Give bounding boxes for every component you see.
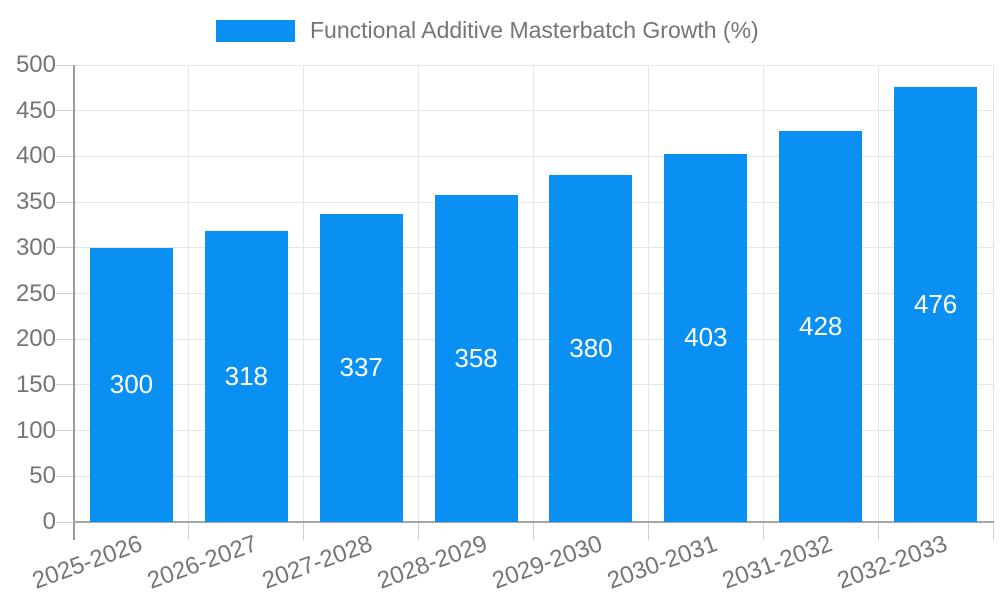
chart-legend[interactable]: Functional Additive Masterbatch Growth (… <box>216 17 759 44</box>
y-axis-tick-label: 500 <box>15 51 56 78</box>
bar-value-label: 403 <box>684 322 728 353</box>
gridline-vertical <box>647 65 649 522</box>
gridline-vertical <box>533 65 534 522</box>
gridline-vertical <box>303 65 305 522</box>
x-axis-tick <box>992 522 994 540</box>
bar-value-label: 300 <box>109 369 154 400</box>
gridline-vertical <box>992 65 994 522</box>
x-axis-tick <box>647 522 649 540</box>
x-axis-tick <box>418 522 420 540</box>
bar[interactable]: 380 <box>549 174 633 522</box>
gridline-vertical <box>762 65 764 522</box>
bar[interactable]: 358 <box>434 194 518 522</box>
bar[interactable]: 428 <box>779 130 863 522</box>
legend-swatch-icon <box>216 19 295 42</box>
x-axis-tick <box>533 522 534 540</box>
bar[interactable]: 318 <box>204 231 288 522</box>
y-axis-tick <box>56 521 73 523</box>
y-axis-tick <box>56 293 73 294</box>
bar[interactable]: 476 <box>894 86 978 522</box>
y-axis-tick-label: 100 <box>15 416 56 444</box>
bar-value-label: 380 <box>569 332 613 363</box>
bar-value-label: 476 <box>913 288 958 319</box>
y-axis-tick <box>56 64 73 66</box>
gridline-vertical <box>418 65 420 522</box>
bar-value-label: 337 <box>339 352 383 383</box>
gridline-vertical <box>188 65 190 522</box>
x-axis-tick <box>762 522 764 540</box>
y-axis-tick <box>56 110 73 112</box>
y-axis-tick <box>56 430 73 432</box>
bar[interactable]: 300 <box>89 247 173 522</box>
legend-label: Functional Additive Masterbatch Growth (… <box>310 17 759 43</box>
bar[interactable]: 337 <box>319 213 403 522</box>
y-axis-tick-label: 450 <box>15 96 56 124</box>
x-axis-line <box>73 521 994 523</box>
y-axis-tick <box>56 338 73 340</box>
bar[interactable]: 403 <box>664 153 748 522</box>
y-axis-tick-label: 300 <box>15 233 56 261</box>
plot-area: 300 318 337 358 380 403 428 476 <box>56 64 994 540</box>
gridline-vertical <box>877 65 879 522</box>
y-axis-tick <box>56 475 73 477</box>
y-axis-tick-label: 200 <box>15 325 56 353</box>
x-axis-tick <box>188 522 190 540</box>
y-axis-tick <box>56 247 73 249</box>
y-axis-tick-label: 400 <box>15 142 56 170</box>
bar-value-label: 358 <box>454 342 498 373</box>
y-axis-tick-label: 250 <box>15 279 56 307</box>
y-axis-line <box>73 65 75 540</box>
y-axis-tick <box>56 155 73 157</box>
y-axis-tick-label: 0 <box>42 508 56 535</box>
y-axis-tick <box>56 201 73 203</box>
bar-value-label: 318 <box>224 361 268 392</box>
bar-value-label: 428 <box>798 310 843 341</box>
y-axis-tick-label: 50 <box>29 462 56 490</box>
x-axis-tick <box>877 522 879 540</box>
y-axis-tick-label: 350 <box>15 188 56 216</box>
y-axis-tick-label: 150 <box>15 370 56 398</box>
x-axis-tick <box>303 522 305 540</box>
y-axis-tick <box>56 384 73 386</box>
